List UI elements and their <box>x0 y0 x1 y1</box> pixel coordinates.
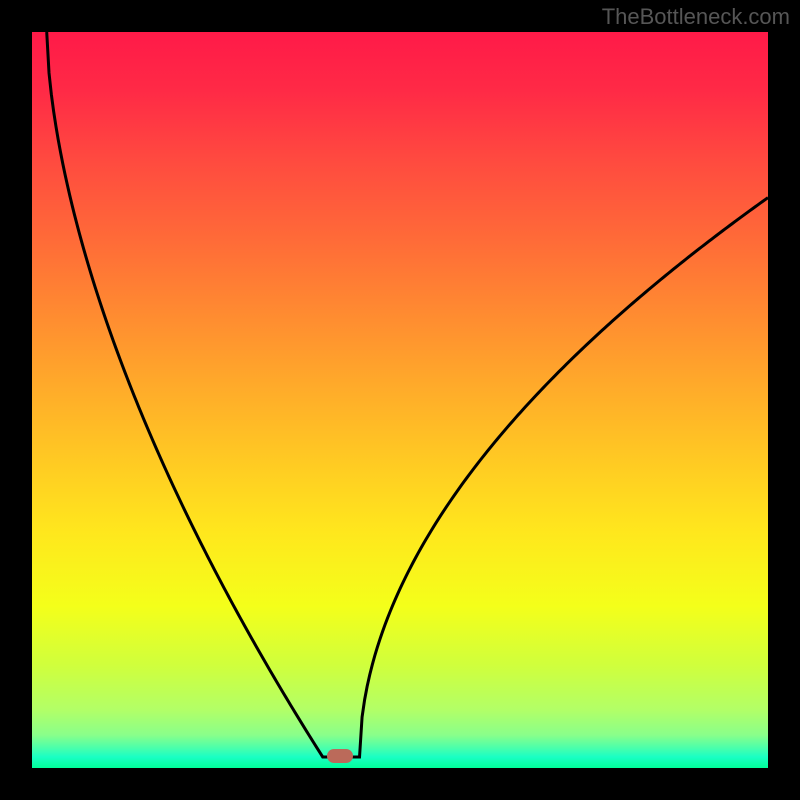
attribution-text: TheBottleneck.com <box>602 4 790 30</box>
chart-container: { "attribution": { "text": "TheBottlenec… <box>0 0 800 800</box>
curve-path <box>47 32 768 757</box>
plot-area <box>32 32 768 768</box>
optimum-marker <box>327 749 353 763</box>
bottleneck-curve <box>32 32 768 768</box>
